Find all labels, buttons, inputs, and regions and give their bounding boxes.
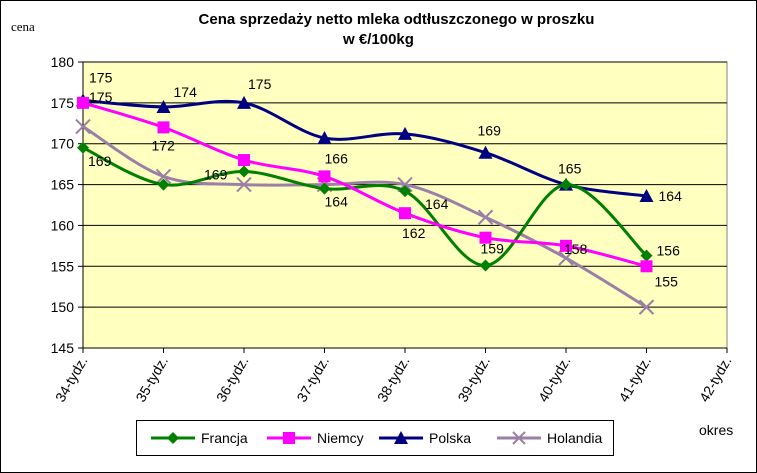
y-axis-title: cena bbox=[11, 19, 35, 34]
series-line-niemcy bbox=[82, 101, 647, 268]
legend: Francja Niemcy Polska Holandia bbox=[136, 420, 614, 456]
y-tick-label: 155 bbox=[51, 258, 75, 274]
x-tick-label: 42-tydz. bbox=[696, 354, 735, 405]
x-tick-label: 41-tydz. bbox=[615, 354, 654, 405]
point-niemcy bbox=[560, 239, 572, 252]
plot-area bbox=[82, 61, 728, 349]
data-label-niemcy: 155 bbox=[655, 273, 679, 289]
legend-item-francja: Francja bbox=[149, 421, 248, 455]
x-tick-label: 35-tydz. bbox=[132, 354, 171, 405]
legend-label: Niemcy bbox=[317, 430, 364, 446]
legend-symbol bbox=[379, 431, 423, 444]
data-label-niemcy: 172 bbox=[152, 137, 176, 153]
data-label-polska: 169 bbox=[478, 123, 502, 139]
data-label-polska: 174 bbox=[174, 84, 198, 100]
point-niemcy bbox=[318, 170, 331, 183]
legend-label: Holandia bbox=[547, 430, 603, 446]
legend-item-holandia: Holandia bbox=[495, 421, 602, 455]
y-tick-label: 145 bbox=[51, 340, 75, 356]
y-tick-label: 165 bbox=[51, 177, 75, 193]
data-label-francja: 169 bbox=[88, 153, 112, 169]
point-francja bbox=[157, 178, 170, 191]
point-niemcy bbox=[399, 207, 411, 220]
data-label-niemcy: 159 bbox=[481, 241, 505, 257]
point-francja bbox=[238, 165, 250, 178]
y-tick-label: 180 bbox=[51, 54, 75, 70]
legend-item-niemcy: Niemcy bbox=[265, 421, 364, 455]
data-label-niemcy: 166 bbox=[325, 150, 349, 166]
point-holandia bbox=[638, 299, 655, 315]
point-niemcy bbox=[238, 154, 250, 167]
point-polska bbox=[398, 126, 412, 140]
data-label-francja: 156 bbox=[657, 243, 681, 259]
data-label-francja: 164 bbox=[425, 196, 449, 212]
data-label-polska: 175 bbox=[248, 76, 272, 92]
point-holandia bbox=[558, 250, 574, 266]
y-tick-label: 150 bbox=[51, 299, 75, 315]
point-niemcy bbox=[157, 121, 170, 134]
y-tick-label: 160 bbox=[51, 217, 75, 233]
series-line-francja bbox=[82, 146, 648, 267]
point-polska bbox=[156, 99, 171, 113]
point-holandia bbox=[75, 118, 91, 135]
data-label-francja: 165 bbox=[558, 161, 582, 177]
x-tick-label: 37-tydz. bbox=[293, 354, 332, 405]
legend-label: Polska bbox=[429, 430, 472, 446]
point-francja bbox=[560, 178, 572, 191]
legend-item-polska: Polska bbox=[377, 421, 471, 455]
point-holandia bbox=[155, 168, 172, 185]
chart-subtitle: w €/100kg bbox=[343, 31, 414, 48]
chart-title: Cena sprzedaży netto mleka odtłuszczoneg… bbox=[198, 11, 595, 28]
legend-symbol bbox=[151, 432, 195, 444]
point-polska bbox=[237, 95, 251, 109]
data-label-francja: 169 bbox=[204, 166, 228, 182]
legend-symbol bbox=[267, 432, 311, 444]
y-tick-label: 170 bbox=[51, 136, 75, 152]
point-francja bbox=[640, 249, 653, 262]
series-line-holandia bbox=[82, 125, 648, 309]
point-niemcy bbox=[479, 231, 492, 244]
point-francja bbox=[77, 141, 89, 154]
point-polska bbox=[639, 189, 654, 203]
data-label-polska: 175 bbox=[89, 69, 113, 85]
x-tick-label: 34-tydz. bbox=[52, 354, 91, 405]
data-label-polska: 164 bbox=[659, 188, 683, 204]
y-tick-label: 175 bbox=[51, 95, 75, 111]
legend-label: Francja bbox=[201, 430, 248, 446]
x-tick-label: 40-tydz. bbox=[535, 354, 574, 405]
x-tick-label: 38-tydz. bbox=[374, 354, 413, 405]
x-axis-title: okres bbox=[699, 422, 734, 438]
point-holandia bbox=[236, 176, 252, 193]
x-tick-label: 39-tydz. bbox=[454, 354, 493, 405]
point-niemcy bbox=[77, 96, 89, 109]
data-label-niemcy: 175 bbox=[89, 89, 113, 105]
point-francja bbox=[479, 259, 492, 272]
series-line-polska bbox=[82, 98, 647, 198]
data-label-francja: 164 bbox=[325, 194, 349, 210]
data-label-niemcy: 158 bbox=[564, 241, 588, 257]
data-label-niemcy: 162 bbox=[402, 225, 426, 241]
point-polska bbox=[317, 130, 332, 144]
point-polska bbox=[478, 145, 493, 159]
x-tick-label: 36-tydz. bbox=[213, 354, 252, 405]
point-francja bbox=[318, 182, 331, 195]
point-holandia bbox=[477, 209, 494, 225]
point-niemcy bbox=[640, 260, 653, 273]
legend-symbol bbox=[497, 431, 541, 445]
point-francja bbox=[399, 185, 411, 198]
